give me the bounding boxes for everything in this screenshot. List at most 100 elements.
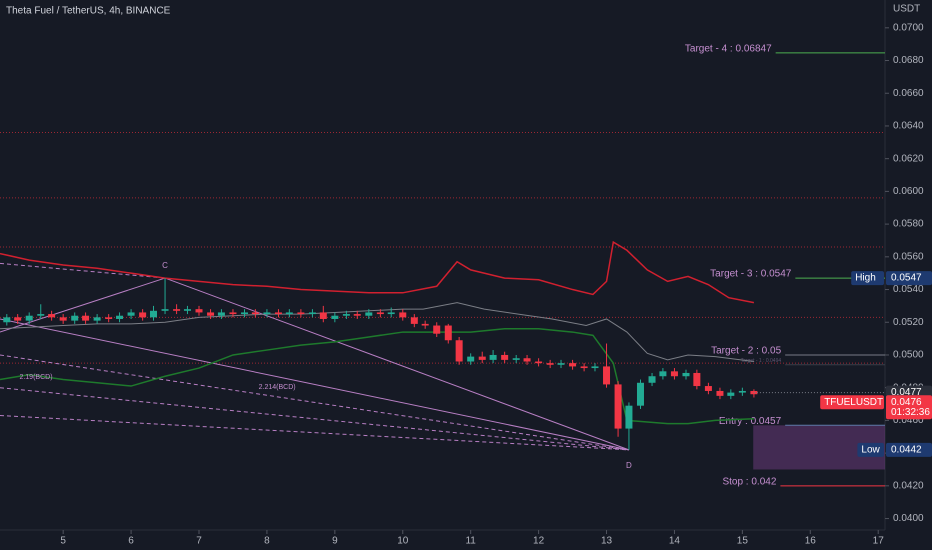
candle-body [139, 312, 147, 318]
candle-body [546, 363, 554, 365]
candle-body [93, 317, 101, 321]
candle-body [399, 312, 407, 318]
candle-body [716, 390, 724, 396]
price-label-tag [820, 395, 884, 410]
price-label: 0.0476 [891, 397, 922, 408]
target-label: Stop : 0.042 [722, 476, 776, 487]
candle-body [285, 312, 293, 315]
candle-body [569, 363, 577, 367]
candle-body [455, 340, 463, 362]
x-tick-label: 14 [669, 536, 681, 547]
candle-body [501, 354, 509, 360]
x-tick-label: 16 [805, 536, 817, 547]
candle-body [659, 371, 667, 377]
candle-body [704, 386, 712, 391]
candle-body [331, 315, 339, 319]
chart-title: Theta Fuel / TetherUS, 4h, BINANCE [6, 6, 171, 17]
annotation: 2.214(BCD) [259, 384, 296, 391]
annotation: 2.19(BCD) [19, 374, 52, 381]
candle-body [263, 312, 271, 315]
candle-body [557, 363, 565, 365]
candle-body [207, 312, 215, 316]
candle-body [614, 384, 622, 429]
pattern-line [0, 318, 630, 451]
x-tick-label: 17 [873, 536, 885, 547]
candle-body [183, 309, 191, 311]
target-label: Target - 4 : 0.06847 [685, 43, 772, 54]
x-tick-label: 5 [60, 536, 66, 547]
candle-body [82, 315, 90, 321]
candle-body [149, 310, 157, 318]
y-tick-label: 0.0520 [893, 317, 924, 328]
candle-body [693, 372, 701, 387]
y-tick-label: 0.0500 [893, 350, 924, 361]
candle-body [603, 366, 611, 385]
annotation: C [162, 261, 168, 270]
y-tick-label: 0.0640 [893, 121, 924, 132]
candle-body [512, 358, 520, 360]
y-tick-label: 0.0700 [893, 22, 924, 33]
target-label: Target - 1 : 0.0494 [741, 358, 782, 364]
candle-body [342, 314, 350, 316]
candle-body [478, 356, 486, 360]
candle-body [535, 361, 543, 364]
candle-body [274, 312, 282, 315]
candle-body [229, 312, 237, 315]
target-label: Entry : 0.0457 [719, 416, 782, 427]
price-label-box [886, 271, 932, 286]
candle-body [127, 312, 135, 316]
candle-body [353, 314, 361, 316]
target-label: Target - 2 : 0.05 [711, 346, 781, 357]
x-tick-label: 7 [196, 536, 202, 547]
candle-body [648, 376, 656, 383]
indicator-line [0, 328, 754, 425]
candle-body [444, 325, 452, 341]
candle-body [410, 317, 418, 324]
y-tick-label: 0.0580 [893, 219, 924, 230]
y-tick-label: 0.0600 [893, 186, 924, 197]
y-tick-label: 0.0660 [893, 88, 924, 99]
x-tick-label: 13 [601, 536, 613, 547]
price-label: 0.0547 [891, 273, 922, 284]
price-label-box [886, 442, 932, 457]
candle-body [217, 312, 225, 316]
candle-body [523, 358, 531, 362]
pattern-line [0, 387, 629, 451]
countdown: 01:32:36 [891, 407, 930, 418]
candle-body [25, 315, 33, 321]
candle-body [376, 312, 384, 315]
candle-body [3, 317, 11, 323]
candle-body [387, 312, 395, 315]
y-tick-label: 0.0460 [893, 415, 924, 426]
price-label-name: High [855, 273, 876, 284]
candle-body [489, 354, 497, 360]
candle-body [241, 312, 249, 315]
x-tick-label: 15 [737, 536, 749, 547]
candle-body [636, 382, 644, 406]
candle-body [467, 356, 475, 362]
indicator-line [0, 302, 754, 363]
annotation: D [626, 461, 632, 470]
candle-body [433, 325, 441, 334]
y-tick-label: 0.0540 [893, 284, 924, 295]
x-tick-label: 12 [533, 536, 545, 547]
candle-body [682, 372, 690, 377]
x-tick-label: 10 [397, 536, 409, 547]
candle-body [59, 317, 67, 321]
pattern-line [0, 277, 166, 333]
candle-body [319, 312, 327, 319]
indicator-line [0, 240, 755, 304]
candle-body [116, 315, 124, 319]
candle-body [365, 312, 373, 316]
candle-body [670, 371, 678, 377]
x-tick-label: 9 [332, 536, 338, 547]
y-tick-label: 0.0560 [893, 251, 924, 262]
candle-body [738, 390, 746, 393]
target-label: Target - 3 : 0.0547 [710, 269, 792, 280]
candle-body [580, 366, 588, 369]
price-label: 0.0477 [891, 387, 922, 398]
y-tick-label: 0.0680 [893, 55, 924, 66]
candle-body [308, 312, 316, 315]
price-label-tag [857, 442, 884, 457]
